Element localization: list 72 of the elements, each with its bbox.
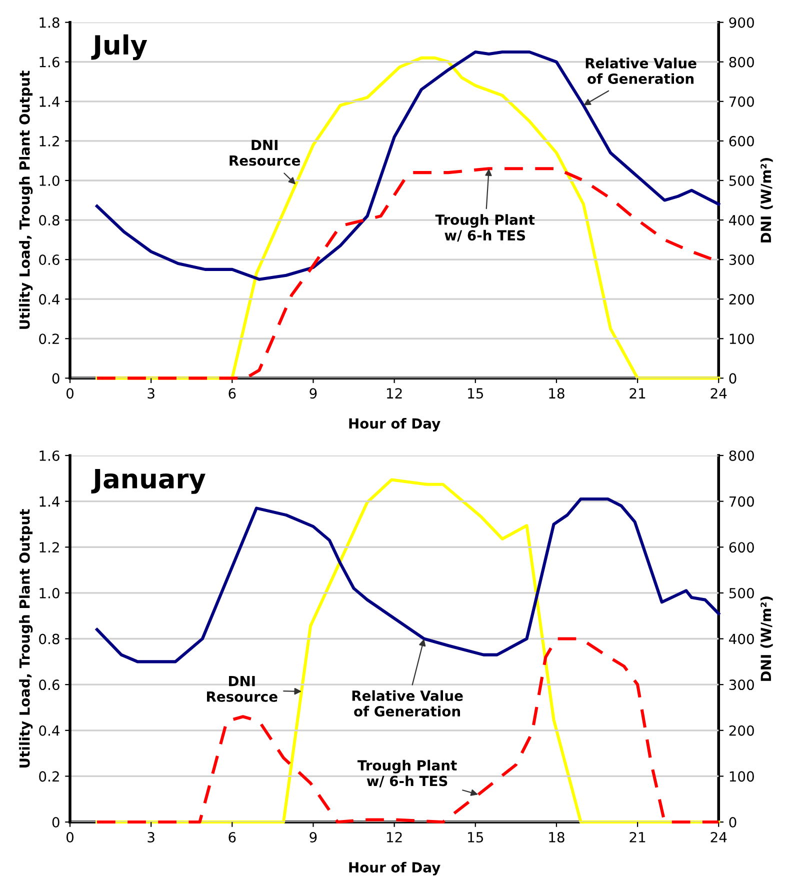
annotation: Trough Plant w/ 6-h TES bbox=[357, 760, 457, 788]
y2-tick-label: 0 bbox=[729, 373, 736, 384]
y2-tick-label: 400 bbox=[729, 634, 754, 644]
x-tick-label: 3 bbox=[148, 388, 154, 399]
annotation: Relative Value of Generation bbox=[586, 58, 696, 84]
x-tick-label: 6 bbox=[228, 832, 236, 843]
y-tick-label: 0 bbox=[52, 817, 60, 828]
line-series bbox=[96, 497, 720, 664]
y-tick-label: 0.6 bbox=[39, 680, 60, 690]
x-tick-label: 6 bbox=[228, 388, 236, 399]
x-tick-label: 24 bbox=[710, 388, 727, 398]
x-tick-label: 15 bbox=[468, 388, 484, 399]
x-tick-label: 12 bbox=[387, 832, 402, 842]
y-tick-label: 1.2 bbox=[40, 136, 59, 146]
y2-tick-label: 900 bbox=[729, 17, 754, 28]
y2-tick-label: 200 bbox=[729, 725, 754, 736]
y-tick-label: 1.8 bbox=[40, 17, 60, 28]
y2-tick-label: 500 bbox=[729, 588, 754, 598]
y-tick-label: 1.0 bbox=[40, 175, 60, 186]
y2-tick-label: 700 bbox=[729, 496, 754, 507]
y2-axis-title: DNI (W/m²) bbox=[760, 596, 773, 681]
y-axis-title: Utility Load, Trough Plant Output bbox=[19, 509, 33, 768]
y-tick-label: 0.4 bbox=[39, 294, 60, 305]
y2-tick-label: 0 bbox=[729, 817, 736, 828]
x-tick-label: 9 bbox=[310, 832, 317, 843]
annotation: DNI Resource bbox=[230, 140, 300, 166]
y-tick-label: 1.4 bbox=[40, 96, 60, 107]
x-tick-label: 18 bbox=[549, 832, 564, 843]
annotation: Relative Value of Generation bbox=[352, 690, 463, 717]
annotation: DNI Resource bbox=[207, 676, 278, 702]
y-axis-title: Utility Load, Trough Plant Output bbox=[19, 70, 33, 329]
y-tick-label: 0.6 bbox=[39, 254, 60, 266]
x-tick-label: 0 bbox=[66, 388, 74, 399]
x-tick-label: 21 bbox=[630, 388, 646, 398]
y-tick-label: 0.4 bbox=[39, 725, 60, 736]
y2-tick-label: 600 bbox=[729, 542, 754, 553]
y2-axis-title: DNI (W/m²) bbox=[760, 158, 773, 242]
x-axis-title: Hour of Day bbox=[349, 862, 440, 876]
y-tick-label: 1.6 bbox=[40, 56, 60, 68]
y2-tick-label: 800 bbox=[729, 450, 754, 461]
x-tick-label: 18 bbox=[549, 388, 564, 399]
y-tick-label: 1.0 bbox=[40, 588, 60, 598]
x-tick-label: 3 bbox=[148, 832, 154, 843]
y-tick-label: 1.4 bbox=[40, 496, 60, 507]
y2-tick-label: 300 bbox=[729, 254, 754, 266]
x-tick-label: 15 bbox=[468, 832, 484, 843]
x-tick-label: 0 bbox=[66, 832, 74, 843]
annotation: Trough Plant w/ 6-h TES bbox=[435, 214, 535, 242]
line-series bbox=[96, 637, 720, 824]
y2-tick-label: 700 bbox=[729, 96, 754, 107]
y-tick-label: 0.8 bbox=[39, 214, 60, 226]
x-axis-title: Hour of Day bbox=[349, 418, 440, 432]
y2-tick-label: 200 bbox=[729, 294, 754, 305]
y-tick-label: 0.2 bbox=[39, 334, 59, 344]
y-tick-label: 0.8 bbox=[39, 634, 60, 644]
y2-tick-label: 800 bbox=[729, 56, 754, 68]
chart-title: July bbox=[91, 34, 148, 60]
x-tick-label: 21 bbox=[630, 832, 646, 842]
y2-tick-label: 600 bbox=[729, 136, 754, 146]
chart-title: January bbox=[91, 468, 206, 494]
y2-tick-label: 100 bbox=[730, 334, 754, 344]
y-tick-label: 1.6 bbox=[40, 450, 60, 461]
x-tick-label: 24 bbox=[710, 832, 727, 842]
y-tick-label: 0 bbox=[52, 373, 60, 384]
y2-tick-label: 500 bbox=[729, 175, 754, 186]
y2-tick-label: 100 bbox=[730, 771, 754, 782]
x-tick-label: 12 bbox=[387, 388, 402, 398]
y2-tick-label: 400 bbox=[729, 214, 754, 226]
x-tick-label: 9 bbox=[310, 388, 317, 399]
y2-tick-label: 300 bbox=[729, 680, 754, 690]
y-tick-label: 1.2 bbox=[40, 542, 59, 552]
y-tick-label: 0.2 bbox=[39, 771, 59, 782]
